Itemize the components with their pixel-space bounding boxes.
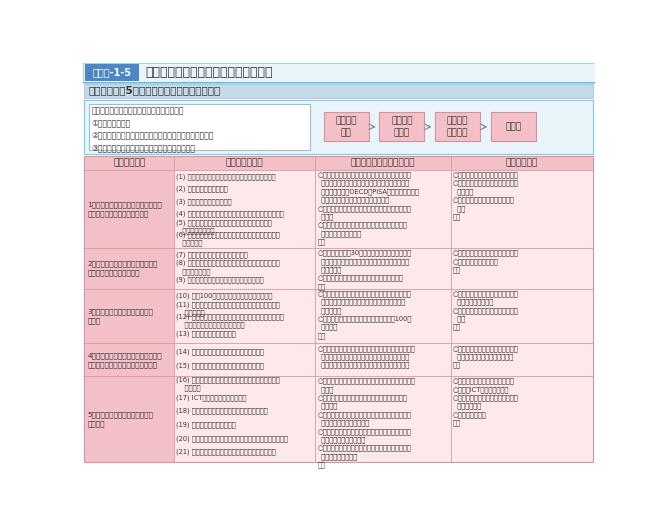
- Text: ○これまでの学習を通じて身に付けた知識・技能や
  経験を職場や社会での活動に生かしている者の
  割合の向上
○大学・専門学校等での社会人入学者数を100万
: ○これまでの学習を通じて身に付けた知識・技能や 経験を職場や社会での活動に生かし…: [317, 290, 412, 339]
- Bar: [451, 289, 594, 343]
- Text: (20) 教育研究の基盤強化に向けた高等教育のシステム改革: (20) 教育研究の基盤強化に向けた高等教育のシステム改革: [176, 435, 288, 442]
- Text: 1　夢と志を持ち，可能性に挑戦する
ために必要となる力を育成する: 1 夢と志を持ち，可能性に挑戦する ために必要となる力を育成する: [87, 201, 162, 217]
- Text: 図表２-1-5: 図表２-1-5: [93, 68, 132, 78]
- Text: 測定指標・参考指標（例）: 測定指標・参考指標（例）: [351, 158, 415, 168]
- Text: 基本的な
方針: 基本的な 方針: [335, 116, 357, 137]
- Bar: [84, 343, 174, 376]
- Text: ○新しい地域づくりに向けた社会教
  育の振興方策の検討
○社会人が働きながら学べる環境の
  整備
など: ○新しい地域づくりに向けた社会教 育の振興方策の検討 ○社会人が働きながら学べる…: [453, 290, 519, 330]
- Bar: [451, 156, 594, 170]
- Text: ○外国人留学生数30万人を引き続き目指していく
  とともに，外国人留学生の日本国内での就職率を
  ５割とする
○修士課程修了者の博士課程への進学率の増加
な: ○外国人留学生数30万人を引き続き目指していく とともに，外国人留学生の日本国内…: [317, 250, 412, 290]
- Text: (15) 多様なニーズに対応した教育機会の提供: (15) 多様なニーズに対応した教育機会の提供: [176, 362, 264, 369]
- Text: 測定指標
参考指標: 測定指標 参考指標: [447, 116, 469, 137]
- Bar: [324, 112, 369, 141]
- Bar: [174, 248, 315, 289]
- Bar: [83, 63, 595, 82]
- Bar: [174, 156, 315, 170]
- Bar: [174, 376, 315, 462]
- Text: ○新学習指導要領等の着実な実施等
○子供たちの自己肯定感・自己有用
  感の育成
○いじめ等への対応の徹底，人権
  教育
など: ○新学習指導要領等の着実な実施等 ○子供たちの自己肯定感・自己有用 感の育成 ○…: [453, 171, 519, 220]
- Text: 教育政策の目標: 教育政策の目標: [226, 158, 264, 168]
- Text: 施策群: 施策群: [506, 122, 522, 131]
- Text: ○小中学校の教諭の１週間当たりの学内超過勤務時間
  の短縮
○学習者用コンピュータを３クラスに１クラス分
  程度整備
○緊急に非木造化対策が必要な公立小中学: ○小中学校の教諭の１週間当たりの学内超過勤務時間 の短縮 ○学習者用コンピュータ…: [317, 378, 415, 468]
- Text: (8) 大学院教育の改革等を通じたイノベーションを牽引
   する人材の育成: (8) 大学院教育の改革等を通じたイノベーションを牽引 する人材の育成: [176, 260, 280, 275]
- Text: (13) 障害者の生涯学習の推進: (13) 障害者の生涯学習の推進: [176, 330, 236, 337]
- Bar: [379, 112, 424, 141]
- Text: ○教育へのアクセスの向上，教育費
  負担の軽減に向けた経済的支援
など: ○教育へのアクセスの向上，教育費 負担の軽減に向けた経済的支援 など: [453, 345, 519, 368]
- Bar: [84, 289, 174, 343]
- Text: 今後５年間の教育政策の目標と施策群: 今後５年間の教育政策の目標と施策群: [145, 66, 273, 79]
- Text: (16) 新しい時代の教育に向けた指摘可能な学校指導体
    制の整備: (16) 新しい時代の教育に向けた指摘可能な学校指導体 制の整備: [176, 376, 280, 391]
- Text: (5) 社会的・職業的自立に向けた能力・態度の育成
   ＜生涯の各段階＞: (5) 社会的・職業的自立に向けた能力・態度の育成 ＜生涯の各段階＞: [176, 219, 272, 234]
- Text: (1) 確かな学力の育成＜主として初等中等教育段階＞: (1) 確かな学力の育成＜主として初等中等教育段階＞: [176, 173, 276, 180]
- Text: (12) 職業に必要な知識やスキルを生涯を通じて身に付け
    るための社会人の学び直しの推進: (12) 職業に必要な知識やスキルを生涯を通じて身に付け るための社会人の学び直…: [176, 314, 284, 328]
- Bar: [315, 156, 451, 170]
- Text: (11) 人々の暮らしの向上と社会の持続的発展のための
    学びの推進: (11) 人々の暮らしの向上と社会の持続的発展のための 学びの推進: [176, 301, 280, 316]
- Bar: [174, 343, 315, 376]
- Bar: [89, 104, 310, 150]
- Bar: [84, 84, 594, 97]
- Text: (17) ICT活用のための基盤の整備: (17) ICT活用のための基盤の整備: [176, 394, 247, 401]
- Bar: [435, 112, 480, 141]
- Bar: [315, 343, 451, 376]
- Text: (4) 問題発見・解決能力の修得＜主として高等教育段階＞: (4) 問題発見・解決能力の修得＜主として高等教育段階＞: [176, 210, 284, 217]
- Text: 5　教育政策推進のための基盤を
整備する: 5 教育政策推進のための基盤を 整備する: [87, 411, 153, 427]
- Bar: [451, 248, 594, 289]
- Text: (14) 家庭の経済状況や障害等の生育への対処: (14) 家庭の経済状況や障害等の生育への対処: [176, 348, 264, 355]
- Text: 教育政策
の目標: 教育政策 の目標: [391, 116, 412, 137]
- Text: ○生活保護世帯に属する子供，ひとり親家庭の子供，
  児童養護施設の子供の高等学校等進学率，大学等
  進学率の改善　　　　　　　　　　　　　　など: ○生活保護世帯に属する子供，ひとり親家庭の子供， 児童養護施設の子供の高等学校等…: [317, 345, 415, 368]
- Bar: [84, 156, 594, 462]
- Text: (18) 安全・安心で質の高い教育研究環境の整備: (18) 安全・安心で質の高い教育研究環境の整備: [176, 408, 268, 414]
- Text: 第１部で示した５つの基本的な方針ごとに，
①教育政策の目標
②目標の進捗状況を把握するための測定指標及び参考指標
③目標を実現するために必要となる施策群を整理: 第１部で示した５つの基本的な方針ごとに， ①教育政策の目標 ②目標の進捗状況を把…: [92, 106, 214, 153]
- Bar: [451, 343, 594, 376]
- Text: (2) 豊かな心の育成＜＊＞: (2) 豊かな心の育成＜＊＞: [176, 186, 228, 192]
- Text: (9) スポーツ・文化等多様な分野の人材の育成: (9) スポーツ・文化等多様な分野の人材の育成: [176, 276, 264, 283]
- Bar: [84, 376, 174, 462]
- Text: (21) 日本型教育の海外展開と我が国の教育の国際化: (21) 日本型教育の海外展開と我が国の教育の国際化: [176, 449, 276, 455]
- Bar: [315, 248, 451, 289]
- Bar: [315, 289, 451, 343]
- Bar: [491, 112, 536, 141]
- Text: 第２部　今後5年間の教育政策の目標と施策群: 第２部 今後5年間の教育政策の目標と施策群: [89, 85, 221, 96]
- Text: ○教職指導体制・指導環境の整備
○学校のICT環境整備の促進
○安全・安心で質の高い学校施設等
  の整備の推進
○学校安全の推進
など: ○教職指導体制・指導環境の整備 ○学校のICT環境整備の促進 ○安全・安心で質の…: [453, 378, 519, 426]
- Bar: [84, 248, 174, 289]
- Bar: [84, 170, 174, 248]
- Text: 4　誰もが社会の担い手となるための
学びのセーフティネットを構築する: 4 誰もが社会の担い手となるための 学びのセーフティネットを構築する: [87, 352, 162, 368]
- Text: ○日本人生徒・学生の海外留学支援
○大学院教育改革の推進
など: ○日本人生徒・学生の海外留学支援 ○大学院教育改革の推進 など: [453, 250, 519, 273]
- Text: 施策群（例）: 施策群（例）: [506, 158, 538, 168]
- Text: 3　生涯学び，活躍できる環境を
整える: 3 生涯学び，活躍できる環境を 整える: [87, 308, 153, 324]
- Text: (3) 健やかな体の育成＜＊＞: (3) 健やかな体の育成＜＊＞: [176, 199, 232, 205]
- Text: (10) 人生100年時代を見据えた生涯学習の推進: (10) 人生100年時代を見据えた生涯学習の推進: [176, 292, 273, 299]
- Text: ○知識・技能，思考力・判断力・表現力等，学びに
  向かう力・人間性等の資質・能力の調和がとれた
  個人を育成し，OECDのPISA調査等の各種国際
  調査: ○知識・技能，思考力・判断力・表現力等，学びに 向かう力・人間性等の資質・能力の…: [317, 171, 419, 245]
- Text: 基本的な方針: 基本的な方針: [113, 158, 145, 168]
- Bar: [315, 376, 451, 462]
- Bar: [174, 170, 315, 248]
- Bar: [315, 170, 451, 248]
- Bar: [85, 64, 139, 81]
- Bar: [83, 82, 595, 83]
- Text: 2　社会の持続的な発展を牽引する
ための多様な力を育成する: 2 社会の持続的な発展を牽引する ための多様な力を育成する: [87, 260, 158, 276]
- Bar: [84, 100, 594, 154]
- Text: (7) グローバルに活躍する人材の育成: (7) グローバルに活躍する人材の育成: [176, 252, 248, 258]
- Bar: [84, 156, 174, 170]
- Bar: [451, 170, 594, 248]
- Text: (19) 児童生徒等の安全の確保: (19) 児童生徒等の安全の確保: [176, 421, 236, 428]
- Bar: [174, 289, 315, 343]
- Text: (6) 家庭・地域の教育力の向上，学校との連携・協働の
   推進＜＊＞: (6) 家庭・地域の教育力の向上，学校との連携・協働の 推進＜＊＞: [176, 231, 280, 246]
- Bar: [451, 376, 594, 462]
